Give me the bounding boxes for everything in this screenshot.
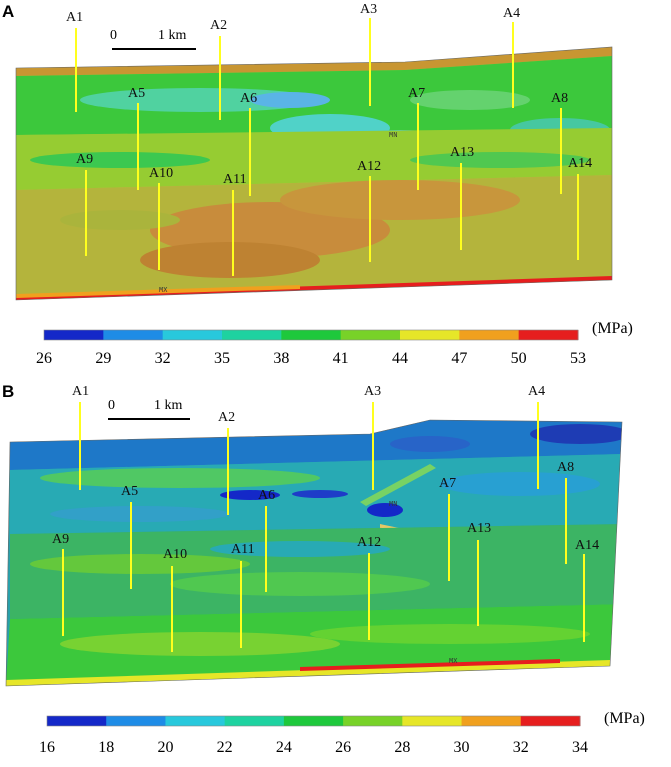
unit-label-b: (MPa) bbox=[604, 710, 645, 727]
colorbar-tick-b-6: 28 bbox=[394, 739, 411, 756]
well-label-a10: A10 bbox=[149, 166, 174, 181]
colorbar-swatch-b-5 bbox=[343, 716, 403, 726]
panel-b: B 0 1 km A1 A2 A3 A4 A5 A6 A7 A8 A9 A10 … bbox=[0, 382, 671, 767]
colorbar-swatch-a-5 bbox=[340, 330, 401, 340]
well-label-b5: A5 bbox=[121, 484, 139, 499]
colorbar-swatch-b-1 bbox=[106, 716, 166, 726]
colorbar-tick-a-7: 47 bbox=[451, 350, 468, 367]
colorbar-tick-a-1: 29 bbox=[95, 350, 112, 367]
stress-map-b bbox=[5, 402, 623, 727]
colorbar-tick-a-4: 38 bbox=[273, 350, 290, 367]
colorbar-swatch-a-2 bbox=[162, 330, 223, 340]
colorbar-swatch-b-4 bbox=[283, 716, 344, 726]
colorbar-tick-b-3: 22 bbox=[216, 739, 233, 756]
colorbar-swatch-b-0 bbox=[47, 716, 107, 726]
well-label-a2: A2 bbox=[210, 18, 228, 33]
scale-length-b: 1 km bbox=[154, 398, 183, 413]
well-label-b6: A6 bbox=[258, 488, 276, 503]
well-label-a1: A1 bbox=[66, 10, 84, 25]
well-label-a13: A13 bbox=[450, 145, 475, 160]
well-label-a9: A9 bbox=[76, 152, 94, 167]
panel-letter-a: A bbox=[2, 2, 15, 21]
colorbar-a bbox=[43, 329, 579, 341]
colorbar-tick-b-4: 24 bbox=[275, 739, 292, 756]
well-label-b13: A13 bbox=[467, 521, 492, 536]
colorbar-swatch-b-3 bbox=[224, 716, 285, 726]
colorbar-swatch-a-1 bbox=[103, 330, 164, 340]
colorbar-tick-b-2: 20 bbox=[157, 739, 174, 756]
colorbar-tick-b-7: 30 bbox=[453, 739, 470, 756]
colorbar-tick-a-9: 53 bbox=[570, 350, 586, 367]
colorbar-swatch-a-3 bbox=[222, 330, 282, 340]
well-label-b10: A10 bbox=[163, 547, 188, 562]
well-label-b1: A1 bbox=[72, 384, 90, 399]
min-marker-a: MN bbox=[389, 132, 398, 140]
colorbar-tick-a-5: 41 bbox=[332, 350, 349, 367]
well-label-a3: A3 bbox=[360, 2, 378, 17]
colorbar-tick-b-5: 26 bbox=[335, 739, 352, 756]
well-label-b3: A3 bbox=[364, 384, 382, 399]
colorbar-tick-a-8: 50 bbox=[510, 350, 527, 367]
panel-a: A 0 1 km A1 A2 A3 A4 A5 A6 A7 A8 A9 A10 … bbox=[2, 2, 633, 367]
colorbar-swatch-a-0 bbox=[44, 330, 104, 340]
scale-zero-b: 0 bbox=[108, 398, 115, 413]
unit-label-a: (MPa) bbox=[592, 320, 633, 337]
well-label-a12: A12 bbox=[357, 159, 382, 174]
wells-b bbox=[62, 402, 585, 652]
colorbar-swatch-a-6 bbox=[400, 330, 460, 340]
well-label-b2: A2 bbox=[218, 410, 236, 425]
min-marker-b: MN bbox=[389, 501, 398, 509]
colorbar-swatch-a-4 bbox=[281, 330, 342, 340]
colorbar-swatch-a-7 bbox=[459, 330, 520, 340]
colorbar-swatch-b-8 bbox=[520, 716, 581, 726]
well-label-b11: A11 bbox=[231, 542, 255, 557]
panel-letter-b: B bbox=[2, 382, 15, 401]
colorbar-tick-a-2: 32 bbox=[154, 350, 171, 367]
colorbar-tick-b-1: 18 bbox=[98, 739, 115, 756]
colorbar-b bbox=[46, 715, 581, 727]
colorbar-tick-b-8: 32 bbox=[512, 739, 529, 756]
colorbar-swatch-b-6 bbox=[402, 716, 463, 726]
well-label-b12: A12 bbox=[357, 535, 382, 550]
well-label-a11: A11 bbox=[223, 172, 247, 187]
max-marker-a: MX bbox=[159, 287, 168, 295]
max-marker-b: MX bbox=[449, 658, 458, 666]
scale-zero-a: 0 bbox=[110, 28, 117, 43]
well-label-a5: A5 bbox=[128, 86, 146, 101]
well-label-a14: A14 bbox=[568, 156, 593, 171]
colorbar-tick-a-3: 35 bbox=[214, 350, 230, 367]
wells-a bbox=[75, 18, 579, 276]
min-zone-b bbox=[220, 490, 280, 500]
well-label-b8: A8 bbox=[557, 460, 575, 475]
well-label-b7: A7 bbox=[439, 476, 457, 491]
well-label-a4: A4 bbox=[503, 6, 521, 21]
well-label-b4: A4 bbox=[528, 384, 546, 399]
colorbar-tick-a-6: 44 bbox=[392, 350, 408, 367]
colorbar-swatch-a-8 bbox=[518, 330, 579, 340]
colorbar-tick-a-0: 26 bbox=[36, 350, 52, 367]
colorbar-swatch-b-2 bbox=[165, 716, 226, 726]
stress-map-a bbox=[15, 18, 613, 341]
colorbar-tick-b-0: 16 bbox=[39, 739, 55, 756]
well-label-a7: A7 bbox=[408, 86, 426, 101]
well-label-b9: A9 bbox=[52, 532, 70, 547]
scale-length-a: 1 km bbox=[158, 28, 187, 43]
well-label-a6: A6 bbox=[240, 91, 258, 106]
colorbar-tick-b-9: 34 bbox=[572, 739, 588, 756]
well-label-a8: A8 bbox=[551, 91, 569, 106]
colorbar-swatch-b-7 bbox=[461, 716, 522, 726]
well-label-b14: A14 bbox=[575, 538, 600, 553]
